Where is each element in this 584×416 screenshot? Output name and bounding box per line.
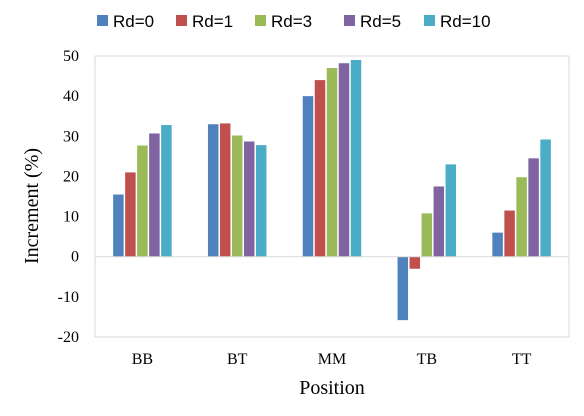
bar-bt-series-4 — [255, 145, 267, 257]
legend-label: Rd=0 — [113, 12, 154, 31]
bar-tt-series-0 — [492, 232, 503, 257]
bar-mm-series-2 — [326, 68, 338, 257]
x-axis-label: Position — [299, 377, 365, 399]
legend-label: Rd=5 — [360, 12, 401, 31]
legend-swatch — [424, 15, 435, 26]
x-tick-label: BT — [227, 351, 248, 368]
bar-tb-series-1 — [409, 256, 421, 269]
y-tick-label: 10 — [63, 209, 79, 226]
x-tick-label: TT — [512, 351, 532, 368]
bar-tb-series-0 — [397, 256, 409, 321]
bar-mm-series-4 — [350, 60, 362, 257]
bar-mm-series-0 — [302, 96, 314, 257]
y-tick-label: -10 — [58, 289, 79, 306]
legend-swatch — [176, 15, 187, 26]
legend-swatch — [255, 15, 266, 26]
bar-tb-series-2 — [421, 213, 433, 257]
bar-tb-series-3 — [433, 186, 445, 257]
bar-mm-series-1 — [314, 80, 326, 257]
bar-tt-series-4 — [540, 139, 551, 257]
y-tick-label: -20 — [58, 329, 79, 346]
y-tick-label: 50 — [63, 48, 79, 65]
y-tick-label: 40 — [63, 88, 79, 105]
legend-label: Rd=10 — [440, 12, 491, 31]
y-tick-label: 30 — [63, 128, 79, 145]
bar-tt-series-1 — [504, 210, 515, 257]
bar-bb-series-0 — [113, 194, 124, 257]
legend: Rd=0 Rd=1 Rd=3 Rd=5 Rd=10 — [97, 12, 491, 31]
y-tick-label: 20 — [63, 168, 79, 185]
bar-bb-series-3 — [149, 133, 160, 257]
x-axis-ticks: BB BT MM TB TT — [132, 351, 532, 368]
bar-bt-series-0 — [207, 124, 219, 257]
x-tick-label: TB — [417, 351, 437, 368]
y-tick-label: 0 — [71, 249, 79, 266]
bar-tt-series-3 — [528, 158, 539, 257]
bar-mm-series-3 — [338, 63, 350, 257]
bar-bt-series-1 — [219, 123, 231, 257]
legend-label: Rd=1 — [192, 12, 233, 31]
bar-bt-series-3 — [243, 141, 255, 257]
y-axis-label: Increment (%) — [21, 148, 43, 264]
legend-swatch — [97, 15, 108, 26]
bar-bb-series-2 — [137, 145, 148, 257]
legend-swatch — [344, 15, 355, 26]
x-tick-label: MM — [318, 351, 346, 368]
x-tick-label: BB — [132, 351, 153, 368]
bar-tt-series-2 — [516, 177, 527, 257]
bars — [113, 60, 551, 321]
y-axis-ticks: -20 -10 0 10 20 30 40 50 — [58, 48, 79, 346]
bar-bb-series-1 — [125, 172, 136, 257]
plot-area-frame — [94, 55, 570, 338]
legend-label: Rd=3 — [271, 12, 312, 31]
bar-bb-series-4 — [161, 125, 172, 257]
bar-tb-series-4 — [445, 164, 457, 257]
bar-bt-series-2 — [231, 135, 243, 257]
